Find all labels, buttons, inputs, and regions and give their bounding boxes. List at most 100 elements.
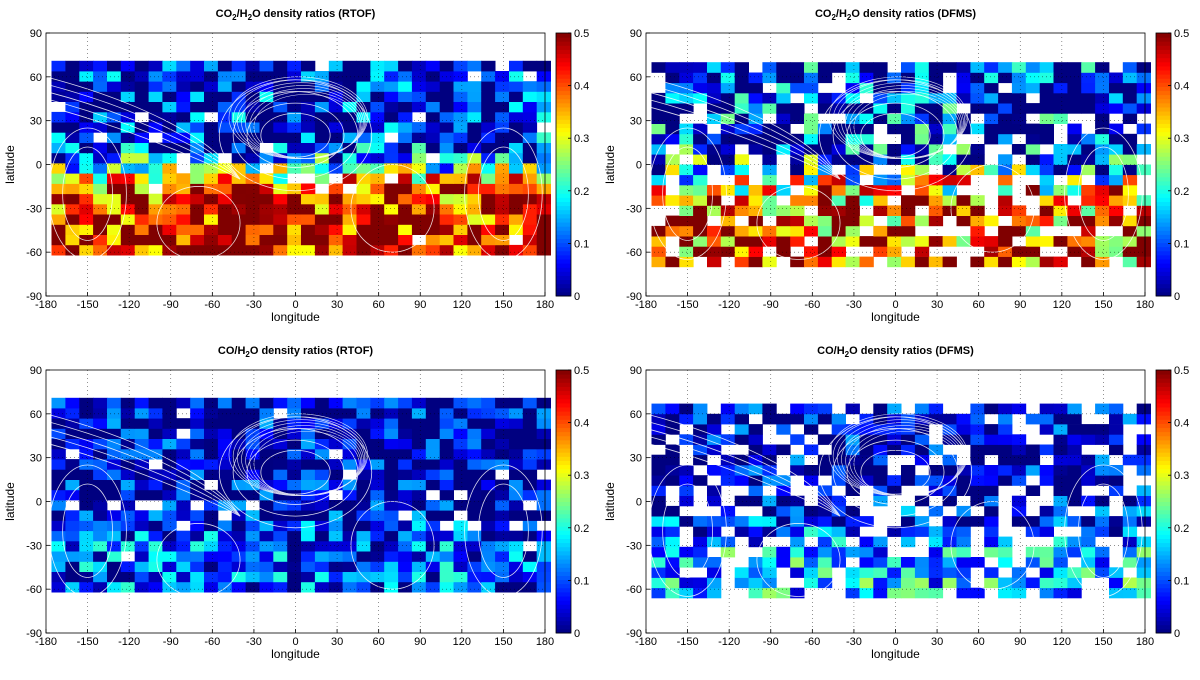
heatmap-cell: [651, 536, 666, 548]
heatmap-cell: [942, 536, 957, 548]
heatmap-cell: [522, 244, 538, 256]
heatmap-cell: [314, 173, 330, 184]
heatmap-cell: [148, 540, 163, 552]
y-tick-label: 30: [30, 116, 42, 128]
heatmap-cell: [51, 530, 66, 542]
heatmap-cell: [453, 530, 468, 542]
heatmap-cell: [107, 60, 122, 72]
chart-svg-co-dfms: CO/H2O density ratios (DFMS)-180 -150 -120…: [603, 345, 1189, 661]
heatmap-cell: [679, 144, 694, 155]
heatmap-cell: [887, 475, 902, 486]
x-axis-label: longitude: [871, 647, 920, 661]
heatmap-cell: [859, 577, 874, 589]
heatmap-cell: [453, 448, 468, 460]
colorbar-segment: [1156, 485, 1171, 490]
chart-co2-dfms: CO2/H2O density ratios (DFMS) -180 -150 -12…: [600, 0, 1200, 337]
heatmap-cell: [509, 418, 524, 429]
heatmap-cell: [509, 163, 524, 174]
heatmap-cell: [942, 495, 957, 507]
heatmap-cell: [762, 174, 777, 186]
heatmap-cell: [651, 516, 666, 527]
heatmap-cell: [65, 489, 80, 501]
colorbar-segment: [1156, 78, 1171, 83]
heatmap-cell: [467, 448, 482, 460]
heatmap-cell: [384, 551, 399, 562]
heatmap-cell: [287, 500, 302, 511]
heatmap-cell: [384, 418, 399, 429]
heatmap-cell: [93, 571, 108, 583]
heatmap-cell: [398, 111, 413, 123]
colorbar-segment: [1156, 600, 1171, 605]
y-tick-label: -60: [26, 247, 42, 259]
heatmap-cell: [1136, 256, 1151, 268]
heatmap-cell: [134, 101, 149, 113]
heatmap-cell: [273, 489, 288, 501]
heatmap-cell: [942, 475, 957, 486]
heatmap-cell: [217, 244, 233, 256]
heatmap-cell: [314, 408, 330, 419]
heatmap-cell: [51, 173, 66, 184]
heatmap-cell: [439, 234, 454, 246]
colorbar-segment: [1156, 209, 1171, 215]
colorbar-segment: [1156, 390, 1171, 396]
heatmap-cell: [217, 122, 233, 133]
heatmap-cell: [356, 193, 371, 205]
heatmap-cell: [411, 214, 427, 225]
heatmap-cell: [120, 244, 136, 256]
heatmap-cell: [748, 205, 763, 216]
heatmap-cell: [204, 397, 219, 409]
colorbar-segment: [1156, 402, 1171, 408]
colorbar-segment: [556, 456, 571, 461]
heatmap-cell: [776, 557, 791, 568]
heatmap-cell: [245, 428, 260, 439]
heatmap-cell: [148, 428, 163, 439]
heatmap-cell: [928, 133, 944, 145]
heatmap-cell: [287, 418, 302, 429]
heatmap-cell: [51, 244, 66, 256]
colorbar-segment: [556, 382, 571, 387]
heatmap-cell: [762, 505, 777, 517]
heatmap-cell: [970, 454, 985, 466]
heatmap-cell: [679, 465, 694, 476]
heatmap-cell: [384, 91, 399, 102]
colorbar-segment: [556, 275, 571, 281]
heatmap-cell: [1053, 587, 1068, 599]
heatmap-cell: [79, 479, 94, 491]
heatmap-cell: [1025, 444, 1041, 456]
heatmap-cell: [342, 510, 357, 521]
heatmap-cell: [1122, 454, 1138, 466]
heatmap-cell: [481, 81, 496, 92]
heatmap-cell: [1011, 495, 1027, 507]
heatmap-cell: [804, 403, 819, 415]
heatmap-cell: [817, 195, 833, 206]
heatmap-cell: [998, 154, 1013, 165]
heatmap-cell: [984, 236, 999, 247]
heatmap-cell: [481, 111, 496, 123]
heatmap-cell: [370, 500, 385, 511]
heatmap-cell: [901, 256, 916, 268]
colorbar-segment: [556, 435, 571, 441]
heatmap-cell: [1081, 92, 1096, 104]
heatmap-cell: [439, 71, 454, 82]
heatmap-cell: [384, 530, 399, 542]
heatmap-cell: [776, 62, 791, 73]
heatmap-cell: [65, 142, 80, 154]
heatmap-cell: [439, 60, 454, 72]
colorbar-segment: [556, 411, 571, 416]
heatmap-cell: [1122, 185, 1138, 196]
heatmap-cell: [651, 557, 666, 568]
colorbar-tick-label: 0: [1174, 628, 1180, 640]
heatmap-cell: [901, 62, 916, 73]
colorbar-segment: [556, 575, 571, 581]
heatmap-cell: [217, 530, 233, 542]
heatmap-cell: [1081, 144, 1096, 155]
heatmap-cell: [287, 479, 302, 491]
heatmap-cell: [398, 101, 413, 113]
heatmap-cell: [942, 526, 957, 537]
heatmap-cell: [328, 438, 344, 450]
heatmap-cell: [162, 183, 177, 195]
heatmap-cell: [342, 71, 357, 82]
heatmap-cell: [411, 571, 427, 583]
heatmap-cell: [79, 510, 94, 521]
heatmap-cell: [693, 475, 708, 486]
